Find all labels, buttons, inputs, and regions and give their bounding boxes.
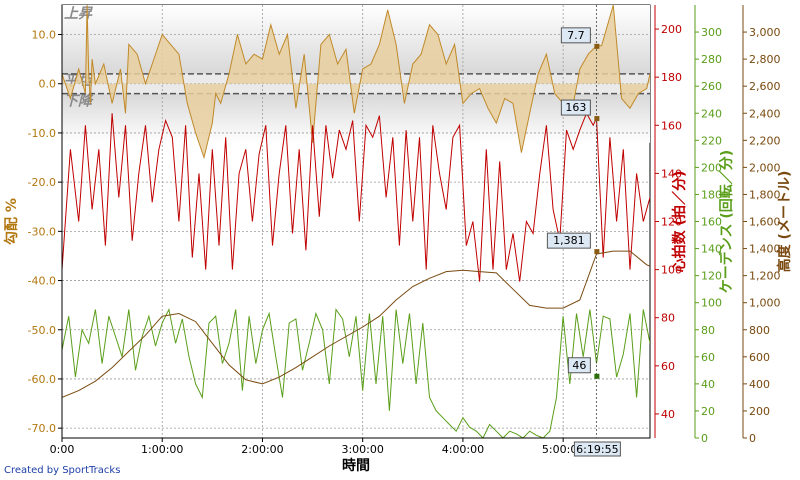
- zone-down-label: 下降: [64, 93, 94, 110]
- cadence-tick-label: 200: [701, 161, 722, 174]
- callout-box: [546, 232, 591, 249]
- credit-link[interactable]: Created by SportTracks: [4, 465, 121, 476]
- hr-tick-label: 60: [661, 360, 675, 373]
- hr-tick-label: 120: [661, 216, 682, 229]
- cadence-tick-label: 80: [701, 324, 715, 337]
- cadence-tick-label: 180: [701, 188, 722, 201]
- callout-value: 163: [565, 101, 586, 114]
- grade-tick-label: -70.0: [28, 422, 56, 435]
- callout-value: 1,381: [553, 234, 585, 247]
- elev-tick-label: 3,000: [749, 26, 781, 39]
- callout-box: [560, 99, 591, 116]
- callout-box: [560, 27, 591, 44]
- hr-axis-title: 心拍数 (拍／分): [671, 171, 688, 273]
- elev-tick-label: 0: [749, 432, 756, 445]
- grade-tick-label: -10.0: [28, 127, 56, 140]
- grade-tick-label: -50.0: [28, 324, 56, 337]
- x-tick-label: 2:00:00: [241, 443, 283, 456]
- zone-up-label: 上昇: [64, 6, 93, 22]
- cadence-tick-label: 120: [701, 270, 722, 283]
- hr-tick-label: 100: [661, 264, 682, 277]
- elev-tick-label: 2,200: [749, 134, 781, 147]
- hr-tick-label: 140: [661, 167, 682, 180]
- elev-tick-label: 1,400: [749, 243, 781, 256]
- elev-tick-label: 200: [749, 405, 770, 418]
- hr-tick-label: 160: [661, 119, 682, 132]
- cadence-tick-label: 300: [701, 26, 722, 39]
- elev-tick-label: 600: [749, 351, 770, 364]
- callout-box: [567, 357, 591, 374]
- cadence-tick-label: 160: [701, 216, 722, 229]
- callout-marker: [594, 116, 600, 122]
- cursor-time-label: 6:19:55: [576, 443, 618, 456]
- hr-tick-label: 200: [661, 23, 682, 36]
- callout-marker: [594, 373, 600, 379]
- callout-value: 7.7: [567, 29, 585, 42]
- grade-tick-label: 10.0: [32, 29, 57, 42]
- elev-tick-label: 2,600: [749, 80, 781, 93]
- series-line-cadence: [62, 307, 650, 438]
- grade-tick-label: 0.0: [39, 78, 57, 91]
- callout-marker: [594, 249, 600, 255]
- cadence-tick-label: 140: [701, 243, 722, 256]
- x-tick-label: 3:00:00: [341, 443, 383, 456]
- x-tick-label: 5:00:00: [542, 443, 584, 456]
- cadence-tick-label: 100: [701, 297, 722, 310]
- cadence-tick-label: 220: [701, 134, 722, 147]
- hr-tick-label: 180: [661, 71, 682, 84]
- elev-tick-label: 1,200: [749, 270, 781, 283]
- callout-marker: [594, 43, 600, 49]
- elev-tick-label: 2,800: [749, 53, 781, 66]
- cadence-tick-label: 60: [701, 351, 715, 364]
- elev-tick-label: 1,000: [749, 297, 781, 310]
- cadence-tick-label: 20: [701, 405, 715, 418]
- cadence-tick-label: 260: [701, 80, 722, 93]
- hr-tick-label: 80: [661, 312, 675, 325]
- elev-tick-label: 400: [749, 378, 770, 391]
- cursor-time-box: [573, 441, 621, 457]
- callout-value: 46: [572, 359, 586, 372]
- elev-axis-title: 高度 (メートル): [776, 171, 793, 273]
- elev-tick-label: 1,600: [749, 216, 781, 229]
- x-tick-label: 4:00:00: [442, 443, 484, 456]
- cadence-axis-title: ケーデンス (回転／分): [718, 150, 735, 293]
- series-line-hr: [62, 112, 650, 282]
- series-line-elev: [62, 250, 650, 398]
- elev-tick-label: 800: [749, 324, 770, 337]
- x-tick-label: 1:00:00: [141, 443, 183, 456]
- cadence-tick-label: 40: [701, 378, 715, 391]
- grade-tick-label: -60.0: [28, 373, 56, 386]
- grade-tick-label: -30.0: [28, 225, 56, 238]
- cadence-tick-label: 0: [701, 432, 708, 445]
- grade-tick-label: -40.0: [28, 275, 56, 288]
- cadence-tick-label: 240: [701, 107, 722, 120]
- series-area-grade: [62, 5, 650, 158]
- elev-tick-label: 2,000: [749, 161, 781, 174]
- elev-tick-label: 2,400: [749, 107, 781, 120]
- x-axis-title: 時間: [342, 457, 370, 474]
- cadence-tick-label: 280: [701, 53, 722, 66]
- hr-tick-label: 40: [661, 408, 675, 421]
- grade-tick-label: -20.0: [28, 176, 56, 189]
- elev-tick-label: 1,800: [749, 188, 781, 201]
- x-tick-label: 0:00: [50, 443, 75, 456]
- series-line-grade: [62, 5, 650, 160]
- grade-axis-title: 勾配 %: [3, 198, 20, 245]
